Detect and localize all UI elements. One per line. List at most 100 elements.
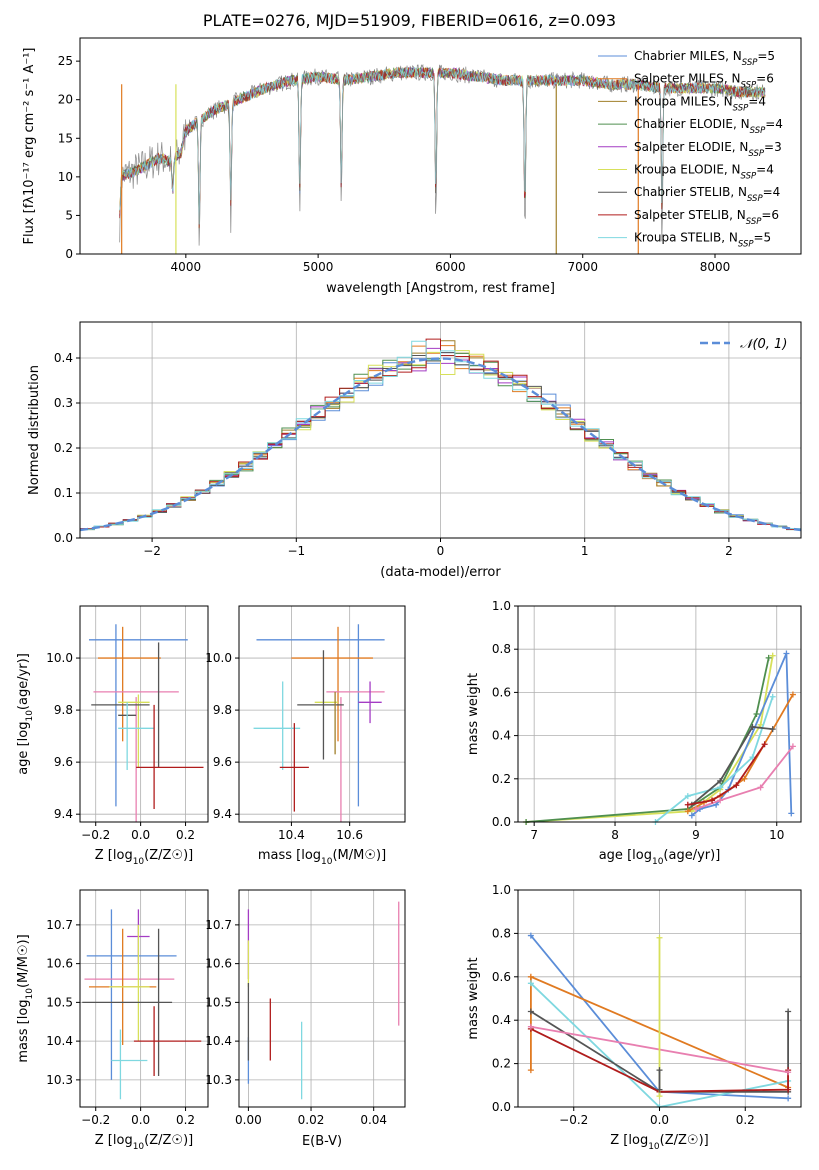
mass-weight-line — [691, 653, 793, 817]
mass-weight-marker — [753, 711, 760, 717]
residuals-plot-area — [79, 338, 802, 532]
x-tick-label: −0.2 — [81, 828, 110, 842]
y-tick-label: 9.4 — [54, 807, 73, 821]
mass-weight-marker — [785, 1008, 792, 1015]
age_weight-plot-area — [523, 650, 796, 825]
mass-weight-marker — [656, 1067, 663, 1074]
x-axis-label: (data-model)/error — [380, 565, 501, 580]
y-tick-label: 10.3 — [205, 1073, 232, 1087]
spectrum-model-line — [119, 67, 766, 227]
z_age-axes — [80, 606, 208, 822]
mass-weight-marker — [765, 654, 772, 661]
mass-weight-marker — [684, 801, 691, 808]
mass-weight-marker — [688, 812, 695, 819]
mass_age-axes — [239, 606, 405, 822]
y-tick-label: 0.2 — [492, 1057, 511, 1071]
x-tick-label: 0.04 — [360, 1113, 387, 1127]
ebv_mass-frame: 0.00 0.02 0.04 10.3 10.4 10.5 10.6 10.7 E(B-V) — [205, 889, 406, 1149]
y-tick-label: 9.8 — [54, 703, 73, 717]
mass-weight-marker — [527, 973, 534, 980]
x-axis-label: wavelength [Angstrom, rest frame] — [326, 281, 555, 296]
mass-weight-marker — [757, 784, 764, 791]
y-tick-label: 1.0 — [492, 599, 511, 613]
residuals-frame: −2 −1 0 1 2 0.0 0.1 0.2 0.3 0.4 (data-model)/error… — [27, 321, 802, 580]
z_age-frame: −0.2 0.0 0.2 9.4 9.6 9.8 10.0 Z [log10(Z/Z☉)] ag… — [16, 605, 209, 867]
spectrum-legend: Chabrier MILES, NSSP=5 Salpeter MILES, NS… — [598, 49, 783, 250]
residual-histogram-step — [80, 338, 801, 530]
x-tick-label: 0.0 — [131, 828, 150, 842]
z_age-plot-area — [88, 624, 204, 822]
x-axis-label: E(B-V) — [302, 1134, 342, 1149]
x-tick-label: 6000 — [435, 260, 466, 274]
x-tick-label: 0.2 — [176, 828, 195, 842]
ebv_mass-plot-area — [247, 901, 400, 1100]
y-tick-label: 10.7 — [46, 918, 73, 932]
x-tick-label: 9 — [692, 828, 700, 842]
x-tick-label: 5000 — [303, 260, 334, 274]
mass-weight-marker — [717, 784, 724, 791]
z_mass-frame: −0.2 0.0 0.2 10.3 10.4 10.5 10.6 10.7 Z [log10(Z… — [16, 889, 209, 1152]
mass-weight-line — [526, 655, 774, 823]
mass-weight-marker — [788, 810, 795, 817]
mass-weight-marker — [527, 1023, 534, 1030]
mass-weight-marker — [733, 782, 740, 789]
y-tick-label: 1.0 — [492, 883, 511, 897]
mass-weight-marker — [717, 777, 724, 784]
y-tick-label: 10.4 — [205, 1034, 232, 1048]
legend-entry: Salpeter ELODIE, NSSP=3 — [634, 140, 782, 159]
y-axis-label: mass [log10(M/M☉)] — [16, 934, 35, 1062]
mass-weight-marker — [769, 693, 776, 700]
mass-weight-marker — [527, 1008, 534, 1015]
y-tick-label: 9.4 — [213, 807, 232, 821]
figure-title: PLATE=0276, MJD=51909, FIBERID=0616, z=0… — [202, 11, 617, 30]
y-axis-label: mass weight — [466, 673, 481, 755]
mass_age-plot-area — [253, 624, 385, 822]
x-tick-label: 0.0 — [131, 1113, 150, 1127]
x-tick-label: 7000 — [567, 260, 598, 274]
y-axis-label: mass weight — [466, 957, 481, 1039]
x-tick-label: −0.2 — [559, 1113, 588, 1127]
y-tick-label: 0.0 — [54, 531, 73, 545]
mass-weight-marker — [527, 980, 534, 987]
mass-weight-line — [530, 1028, 789, 1093]
y-tick-label: 0.0 — [492, 815, 511, 829]
mass-weight-marker — [741, 775, 748, 782]
y-tick-label: 10.7 — [205, 918, 232, 932]
y-tick-label: 0.3 — [54, 396, 73, 410]
y-tick-label: 10 — [58, 170, 73, 184]
mass-weight-marker — [656, 934, 663, 941]
mass-weight-marker — [684, 808, 691, 815]
mass-weight-marker — [684, 793, 691, 800]
y-tick-label: 25 — [58, 54, 73, 68]
y-axis-label: Flux [fλ10⁻¹⁷ erg cm⁻² s⁻¹ A⁻¹] — [22, 48, 37, 245]
x-axis-label: age [log10(age/yr)] — [599, 848, 721, 867]
y-tick-label: 15 — [58, 131, 73, 145]
legend-entry: Salpeter STELIB, NSSP=6 — [634, 208, 779, 227]
mass-weight-line — [695, 745, 794, 810]
legend-entry: Chabrier STELIB, NSSP=4 — [634, 185, 780, 204]
mass-weight-marker — [761, 741, 768, 748]
residual-histogram-step — [80, 340, 801, 530]
spectrum-frame: 4000 5000 6000 7000 8000 0 5 10 15 20 25 wavelength… — [22, 37, 802, 296]
x-tick-label: 4000 — [171, 260, 202, 274]
spectrum-plot-area — [119, 63, 766, 254]
x-tick-label: −0.2 — [81, 1113, 110, 1127]
x-axis-label: Z [log10(Z/Z☉)] — [95, 848, 193, 867]
mass-weight-marker — [785, 1086, 792, 1093]
y-tick-label: 9.8 — [213, 703, 232, 717]
mass-weight-marker — [789, 691, 796, 698]
x-tick-label: 10.4 — [278, 828, 305, 842]
x-axis-label: Z [log10(Z/Z☉)] — [610, 1133, 708, 1152]
x-tick-label: 1 — [581, 544, 589, 558]
y-tick-label: 10.5 — [46, 995, 73, 1009]
mass-weight-marker — [692, 806, 699, 813]
legend-entry: 𝒩(0, 1) — [740, 337, 787, 352]
y-tick-label: 10.5 — [205, 995, 232, 1009]
z_mass-axes — [80, 890, 208, 1107]
y-axis-label: age [log10(age/yr)] — [16, 653, 35, 775]
mass-weight-line — [530, 1010, 789, 1093]
mass-weight-marker — [717, 797, 724, 804]
y-tick-label: 0.4 — [492, 1013, 511, 1027]
x-tick-label: 0 — [437, 544, 445, 558]
x-tick-label: 0.0 — [650, 1113, 669, 1127]
